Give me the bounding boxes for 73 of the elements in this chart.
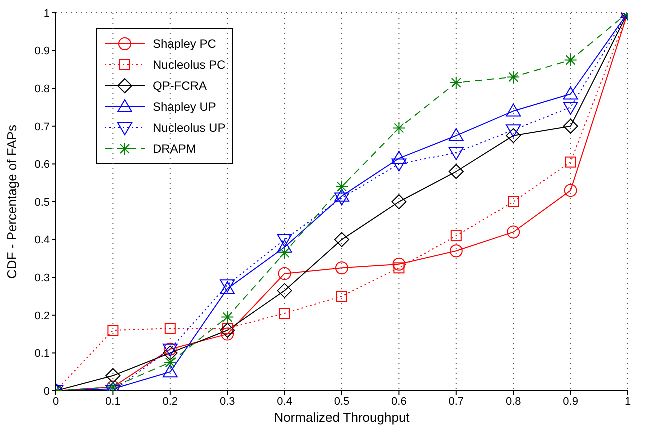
point <box>108 325 119 336</box>
point <box>392 122 406 135</box>
point <box>564 184 578 198</box>
legend-label: Nucleolus PC <box>153 58 226 72</box>
point <box>336 291 348 302</box>
legend-label: Nucleolus UP <box>153 120 226 134</box>
y-tick-label: 0.1 <box>34 348 50 360</box>
y-tick-label: 0.9 <box>34 46 50 58</box>
legend-label: DRAPM <box>153 142 196 156</box>
x-tick-label: 0 <box>52 396 60 408</box>
x-tick-label: 0.5 <box>334 396 350 408</box>
point <box>392 151 407 164</box>
legend-label: QP-FCRA <box>153 78 207 92</box>
point <box>336 262 348 275</box>
point <box>563 102 578 115</box>
y-tick-label: 0 <box>44 386 50 398</box>
point <box>507 226 520 239</box>
point <box>450 76 463 90</box>
point <box>394 262 405 274</box>
point <box>563 118 578 134</box>
point <box>278 267 292 280</box>
point <box>336 180 348 194</box>
point <box>448 164 464 180</box>
x-tick-label: 0.8 <box>506 396 522 408</box>
y-tick-label: 0.5 <box>34 196 50 209</box>
y-tick-label: 0.3 <box>34 272 50 285</box>
legend-label: Shapley PC <box>153 36 216 50</box>
x-tick-label: 1 <box>624 396 632 408</box>
point <box>277 283 292 298</box>
point <box>221 328 234 341</box>
x-tick-label: 0.9 <box>563 396 578 408</box>
point <box>279 308 290 320</box>
point <box>506 124 522 138</box>
point <box>392 258 406 271</box>
point <box>277 234 292 248</box>
point <box>221 310 234 324</box>
point <box>164 356 177 370</box>
point <box>563 86 578 100</box>
point <box>277 240 292 253</box>
x-tick-label: 0.2 <box>162 396 178 408</box>
point <box>162 364 178 378</box>
point <box>162 346 178 361</box>
x-tick-label: 0.4 <box>277 396 292 408</box>
y-tick-label: 1 <box>44 8 50 20</box>
y-tick-label: 0.2 <box>34 310 50 322</box>
point <box>278 246 292 260</box>
point <box>448 147 464 160</box>
y-tick-label: 0.8 <box>34 84 50 96</box>
point <box>220 323 236 338</box>
point <box>392 194 407 210</box>
point <box>334 232 350 248</box>
x-tick-label: 0.3 <box>220 396 236 408</box>
y-tick-label: 0.6 <box>34 159 50 172</box>
point <box>450 244 463 258</box>
point <box>565 156 576 168</box>
point <box>564 54 578 67</box>
point <box>392 158 407 172</box>
legend-label: Shapley UP <box>153 100 216 114</box>
x-tick-label: 0.6 <box>392 396 407 408</box>
point <box>506 128 522 144</box>
x-axis-title: Normalized Throughput <box>274 410 410 426</box>
point <box>106 368 121 384</box>
point <box>164 323 176 334</box>
y-axis-title: CDF - Percentage of FAPs <box>4 124 20 279</box>
x-tick-label: 0.1 <box>106 396 121 408</box>
point <box>508 196 520 208</box>
y-tick-label: 0.4 <box>34 234 50 247</box>
y-tick-label: 0.7 <box>34 121 50 134</box>
point <box>506 104 522 117</box>
point <box>450 230 462 242</box>
point <box>448 128 464 142</box>
x-tick-label: 0.7 <box>448 396 464 408</box>
point <box>507 70 520 84</box>
